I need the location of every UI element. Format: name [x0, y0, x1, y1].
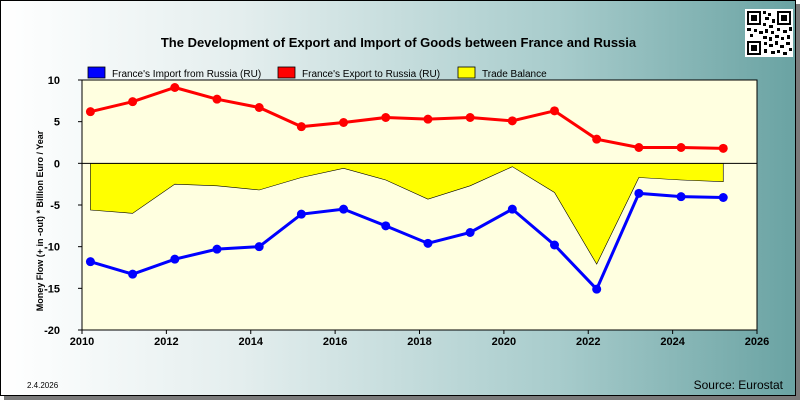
import-data-point — [170, 254, 180, 264]
export-data-point — [296, 122, 306, 132]
x-tick-label: 2024 — [660, 336, 685, 348]
import-data-point — [507, 204, 517, 214]
import-data-point — [254, 242, 264, 252]
import-data-point — [128, 269, 138, 279]
x-tick-label: 2018 — [407, 336, 431, 348]
export-data-point — [592, 134, 602, 144]
y-tick-label: 0 — [54, 158, 60, 170]
x-tick-label: 2014 — [239, 336, 264, 348]
legend-label: Trade Balance — [482, 69, 547, 80]
export-data-point — [465, 113, 475, 122]
y-tick-label: -20 — [44, 325, 60, 337]
export-data-point — [85, 107, 95, 117]
import-data-point — [212, 244, 222, 254]
import-data-point — [339, 204, 349, 214]
trade-balance-area — [90, 163, 724, 265]
export-data-point — [381, 113, 391, 122]
export-data-point — [718, 143, 728, 153]
export-data-point — [550, 106, 559, 116]
y-tick-label: 10 — [48, 75, 60, 87]
import-data-point — [634, 188, 644, 198]
plot-area — [82, 80, 757, 330]
legend-swatch — [277, 66, 296, 79]
export-data-point — [634, 143, 644, 152]
x-tick-label: 2016 — [323, 336, 347, 348]
import-data-point — [85, 257, 95, 267]
qr-code-icon — [745, 9, 793, 57]
x-tick-label: 2012 — [154, 336, 178, 348]
import-data-point — [676, 192, 686, 202]
x-tick-label: 2010 — [70, 336, 94, 348]
export-data-point — [128, 97, 138, 107]
y-axis-label: Money Flow (+ in -out) * Billion Euro / … — [35, 130, 45, 311]
import-data-point — [381, 221, 391, 231]
source-label: Source: Eurostat — [693, 378, 783, 392]
export-data-point — [170, 83, 180, 92]
export-series-line — [90, 85, 724, 150]
export-data-point — [339, 118, 349, 127]
legend-swatch — [457, 66, 476, 79]
legend-swatch — [87, 66, 106, 79]
x-tick-label: 2026 — [745, 336, 769, 348]
import-data-point — [465, 228, 475, 237]
import-data-point — [718, 193, 728, 202]
date-stamp: 2.4.2026 — [27, 381, 59, 390]
y-tick-label: -5 — [50, 200, 60, 212]
x-tick-label: 2022 — [576, 336, 600, 348]
export-data-point — [676, 143, 686, 152]
chart-title: The Development of Export and Import of … — [160, 35, 637, 50]
x-tick-label: 2020 — [492, 336, 516, 348]
import-data-point — [592, 284, 602, 294]
import-data-point — [550, 240, 559, 250]
legend-label: France's Import from Russia (RU) — [112, 69, 261, 80]
import-series-line — [90, 191, 724, 292]
export-data-point — [423, 114, 433, 124]
y-tick-label: -10 — [44, 242, 60, 254]
import-data-point — [296, 209, 306, 219]
export-data-point — [212, 94, 222, 104]
export-data-point — [507, 116, 517, 126]
import-data-point — [423, 238, 433, 248]
y-tick-label: 5 — [54, 117, 60, 129]
y-tick-label: -15 — [44, 283, 60, 295]
legend-label: France's Export to Russia (RU) — [302, 69, 440, 80]
export-data-point — [254, 103, 264, 112]
